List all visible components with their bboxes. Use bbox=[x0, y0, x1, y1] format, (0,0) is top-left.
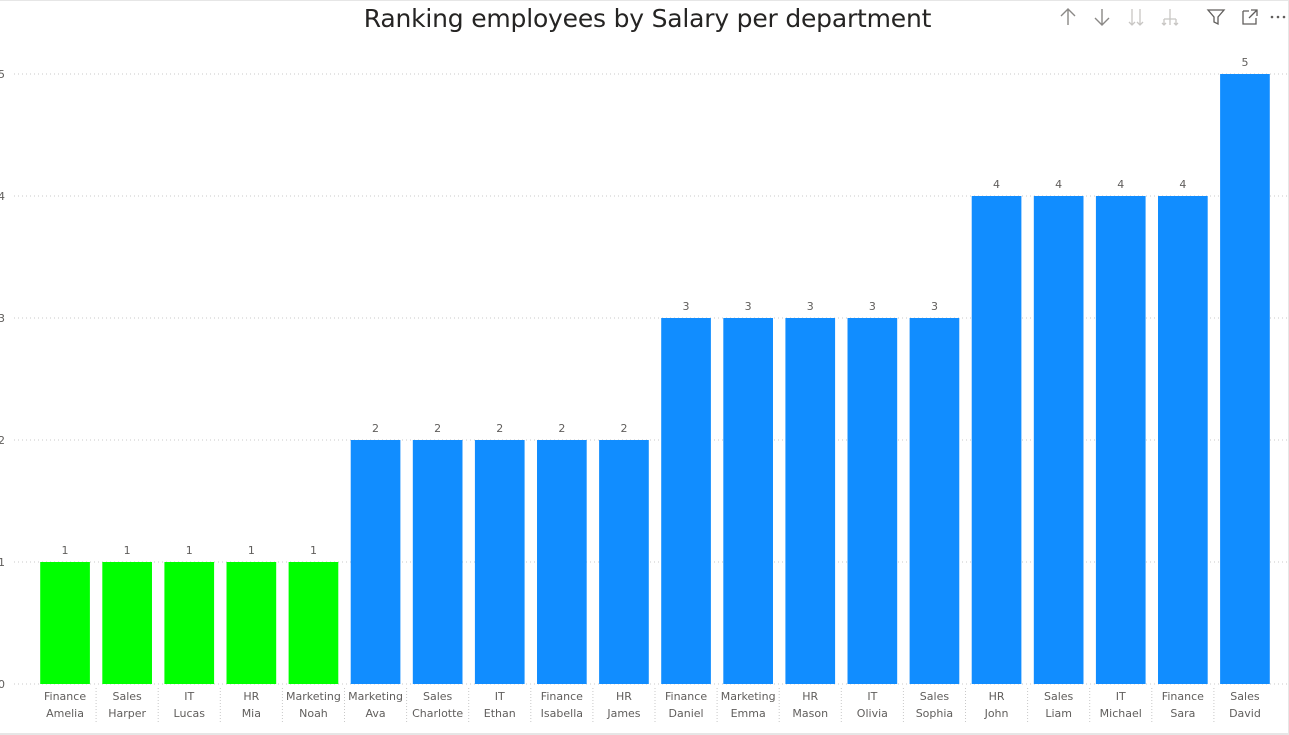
x-tick-label-department: Marketing bbox=[286, 690, 341, 703]
x-tick-label-name: Mason bbox=[792, 707, 828, 720]
data-label: 1 bbox=[62, 544, 69, 557]
x-tick-label-department: Sales bbox=[920, 690, 950, 703]
x-tick-label-department: Marketing bbox=[721, 690, 776, 703]
bar bbox=[226, 562, 277, 684]
bar bbox=[661, 318, 711, 684]
bar bbox=[785, 318, 836, 684]
bar bbox=[599, 440, 649, 684]
data-label: 3 bbox=[683, 300, 690, 313]
x-tick-label-department: IT bbox=[184, 690, 194, 703]
bar bbox=[723, 318, 773, 684]
bar bbox=[971, 196, 1022, 684]
bar bbox=[40, 562, 90, 684]
y-tick-label: 0 bbox=[0, 678, 5, 691]
x-tick-label-department: Finance bbox=[1162, 690, 1204, 703]
x-tick-label-name: Isabella bbox=[541, 707, 583, 720]
data-label: 1 bbox=[124, 544, 131, 557]
data-label: 4 bbox=[993, 178, 1000, 191]
x-tick-label-name: Ethan bbox=[484, 707, 516, 720]
x-tick-label-department: Sales bbox=[113, 690, 143, 703]
data-label: 2 bbox=[434, 422, 441, 435]
x-tick-label-name: James bbox=[606, 707, 640, 720]
y-tick-label: 1 bbox=[0, 556, 5, 569]
x-tick-label-department: Finance bbox=[541, 690, 583, 703]
bar bbox=[288, 562, 339, 684]
bar bbox=[412, 440, 463, 684]
bar bbox=[350, 440, 401, 684]
chart-title: Ranking employees by Salary per departme… bbox=[363, 4, 932, 33]
bar bbox=[847, 318, 898, 684]
x-tick-label-name: Ava bbox=[365, 707, 385, 720]
bar bbox=[102, 562, 152, 684]
bar bbox=[909, 318, 960, 684]
x-tick-label-department: HR bbox=[243, 690, 259, 703]
x-tick-label-name: Emma bbox=[731, 707, 766, 720]
x-tick-label-name: Olivia bbox=[857, 707, 888, 720]
data-label: 3 bbox=[869, 300, 876, 313]
data-label: 1 bbox=[248, 544, 255, 557]
data-label: 1 bbox=[186, 544, 193, 557]
x-tick-label-department: Finance bbox=[665, 690, 707, 703]
data-label: 3 bbox=[745, 300, 752, 313]
double-arrow-down-icon[interactable] bbox=[1119, 5, 1153, 29]
x-tick-label-department: Marketing bbox=[348, 690, 403, 703]
x-tick-label-department: HR bbox=[989, 690, 1005, 703]
y-tick-label: 4 bbox=[0, 190, 5, 203]
x-tick-label-department: Sales bbox=[423, 690, 453, 703]
bar bbox=[1220, 74, 1270, 684]
data-label: 3 bbox=[807, 300, 814, 313]
x-tick-label-name: John bbox=[984, 707, 1009, 720]
x-tick-label-name: David bbox=[1229, 707, 1261, 720]
x-tick-label-department: HR bbox=[802, 690, 818, 703]
arrow-down-icon[interactable] bbox=[1085, 5, 1119, 29]
x-tick-label-name: Lucas bbox=[174, 707, 206, 720]
x-tick-label-name: Amelia bbox=[46, 707, 84, 720]
x-tick-label-name: Liam bbox=[1045, 707, 1072, 720]
arrow-up-icon[interactable] bbox=[1051, 5, 1085, 29]
x-tick-label-department: Sales bbox=[1230, 690, 1260, 703]
bar bbox=[1033, 196, 1084, 684]
x-tick-label-department: Finance bbox=[44, 690, 86, 703]
x-tick-label-department: HR bbox=[616, 690, 632, 703]
y-tick-label: 3 bbox=[0, 312, 5, 325]
data-label: 4 bbox=[1117, 178, 1124, 191]
filter-icon[interactable] bbox=[1199, 5, 1233, 29]
x-tick-label-department: IT bbox=[1116, 690, 1126, 703]
data-label: 4 bbox=[1055, 178, 1062, 191]
x-tick-label-name: Noah bbox=[299, 707, 328, 720]
x-tick-label-name: Harper bbox=[108, 707, 146, 720]
bar bbox=[164, 562, 215, 684]
bar bbox=[474, 440, 525, 684]
data-label: 3 bbox=[931, 300, 938, 313]
data-label: 2 bbox=[496, 422, 503, 435]
x-tick-label-name: Daniel bbox=[669, 707, 704, 720]
focus-mode-icon[interactable] bbox=[1233, 5, 1267, 29]
x-tick-label-name: Michael bbox=[1100, 707, 1142, 720]
data-label: 2 bbox=[620, 422, 627, 435]
data-label: 1 bbox=[310, 544, 317, 557]
bar bbox=[1095, 196, 1146, 684]
x-tick-label-department: IT bbox=[495, 690, 505, 703]
hierarchy-expand-icon[interactable] bbox=[1153, 5, 1187, 29]
data-label: 2 bbox=[558, 422, 565, 435]
x-tick-label-name: Sophia bbox=[916, 707, 953, 720]
x-tick-label-name: Sara bbox=[1170, 707, 1195, 720]
data-label: 4 bbox=[1179, 178, 1186, 191]
data-label: 2 bbox=[372, 422, 379, 435]
more-options-icon[interactable] bbox=[1267, 5, 1289, 29]
bar bbox=[537, 440, 587, 684]
x-tick-label-department: Sales bbox=[1044, 690, 1074, 703]
y-tick-label: 2 bbox=[0, 434, 5, 447]
bar bbox=[1158, 196, 1208, 684]
y-tick-label: 5 bbox=[0, 68, 5, 81]
visual-header-toolbar bbox=[1051, 5, 1289, 29]
x-tick-label-name: Charlotte bbox=[412, 707, 463, 720]
data-label: 5 bbox=[1241, 56, 1248, 69]
x-tick-label-department: IT bbox=[867, 690, 877, 703]
frame-bottom-border bbox=[0, 733, 1289, 735]
x-tick-label-name: Mia bbox=[242, 707, 261, 720]
frame-top-border bbox=[0, 0, 1289, 1]
